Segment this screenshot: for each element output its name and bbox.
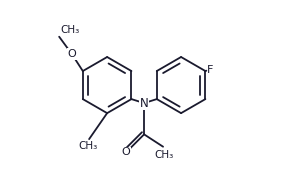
Text: CH₃: CH₃ [79, 141, 98, 151]
Text: N: N [140, 97, 148, 110]
Text: O: O [122, 147, 131, 157]
Text: F: F [207, 65, 214, 75]
Text: O: O [67, 49, 76, 59]
Text: CH₃: CH₃ [60, 25, 79, 35]
Text: CH₃: CH₃ [154, 150, 174, 160]
